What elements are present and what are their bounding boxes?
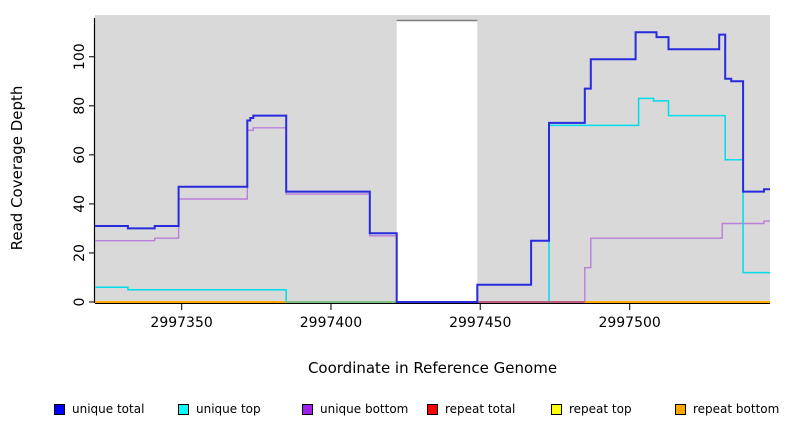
y-tick-label: 60 <box>72 146 88 164</box>
y-axis-title: Read Coverage Depth <box>8 85 26 251</box>
x-tick-label: 2997450 <box>449 315 511 331</box>
legend-label: repeat total <box>445 402 516 416</box>
chart-plot-area: 0 20 40 60 80 100 2997350 2997400 2997450 2997500 <box>72 15 770 331</box>
legend-item-repeat-top: repeat top <box>551 399 632 419</box>
legend-item-repeat-total: repeat total <box>427 399 515 419</box>
legend-label: unique total <box>72 402 145 416</box>
legend-swatch-unique-top <box>178 403 189 415</box>
x-axis-title: Coordinate in Reference Genome <box>307 359 558 377</box>
y-tick-label: 40 <box>72 195 88 213</box>
series-line-unique-total <box>95 31 770 303</box>
legend-item-unique-top: unique top <box>178 399 261 419</box>
legend-item-repeat-bottom: repeat bottom <box>675 399 779 419</box>
legend-swatch-unique-bottom <box>302 403 313 415</box>
legend-label: repeat top <box>569 402 632 416</box>
legend-label: repeat bottom <box>693 402 780 416</box>
legend-swatch-repeat-top <box>551 403 562 415</box>
legend-label: unique bottom <box>320 402 409 416</box>
legend-swatch-repeat-total <box>427 403 438 415</box>
legend-swatch-unique-total <box>54 403 65 415</box>
y-tick-label: 80 <box>72 97 88 115</box>
series-line-unique-top <box>95 97 770 303</box>
x-tick-label: 2997500 <box>598 315 660 331</box>
x-tick-label: 2997350 <box>150 315 212 331</box>
y-tick-label: 0 <box>72 298 88 307</box>
legend-swatch-repeat-bottom <box>675 403 686 415</box>
legend-item-unique-total: unique total <box>54 399 144 419</box>
no-data-gap <box>396 21 478 303</box>
x-tick-label: 2997400 <box>300 315 362 331</box>
legend-item-unique-bottom: unique bottom <box>302 399 408 419</box>
legend: unique total unique top unique bottom repea… <box>0 399 792 421</box>
y-tick-label: 20 <box>72 244 88 262</box>
y-tick-label: 100 <box>72 43 88 70</box>
legend-label: unique top <box>196 402 261 416</box>
